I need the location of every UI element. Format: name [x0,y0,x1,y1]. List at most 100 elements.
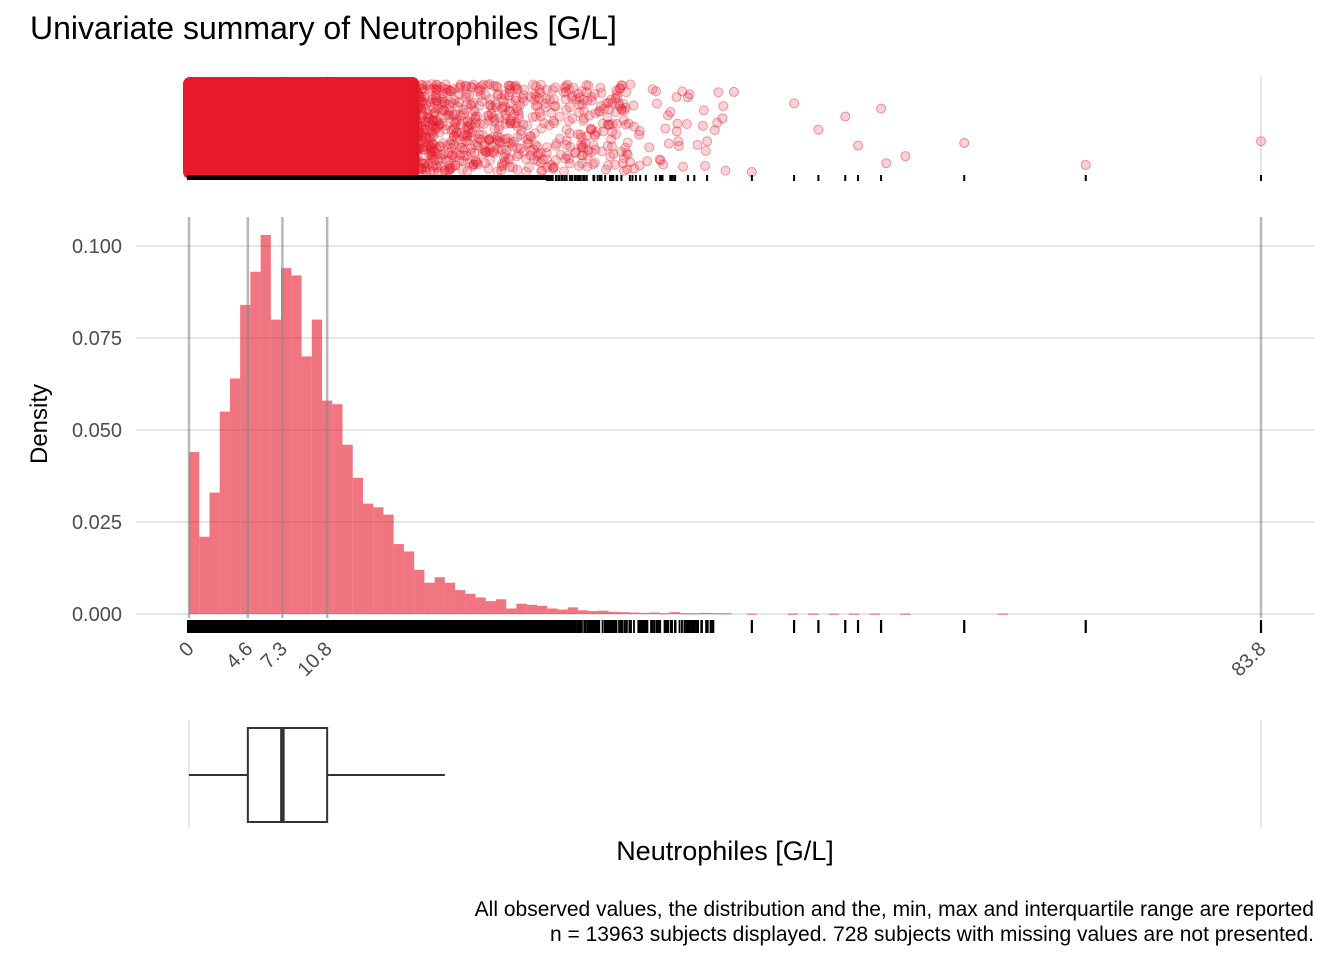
top-scatter-point [549,101,560,112]
top-scatter-point [523,137,534,148]
top-scatter-point [673,140,684,151]
top-scatter-point [410,154,421,165]
top-scatter-point [530,111,541,122]
x-tick-label: 7.3 [257,638,292,673]
top-scatter-point [610,107,621,118]
top-scatter-point [550,101,561,112]
top-scatter-point [607,118,618,129]
top-scatter-point [410,154,421,165]
top-scatter-point [470,157,481,168]
top-scatter-point [442,139,453,150]
top-scatter-point [435,153,446,164]
top-scatter-point [530,101,541,112]
top-scatter-point [634,126,645,137]
histogram-bar [291,275,302,614]
top-scatter-point [529,94,540,105]
top-scatter-point [426,79,437,90]
top-scatter-point [564,158,575,169]
top-scatter-point [561,124,572,135]
top-scatter-point [407,123,418,134]
top-scatter-point [496,161,507,172]
top-scatter-point [456,138,467,149]
top-scatter-point [448,110,459,121]
top-scatter-point [484,134,495,145]
top-scatter-point [486,133,497,144]
top-scatter-point [589,88,600,99]
top-scatter-point [426,147,437,158]
top-scatter-point [487,147,498,158]
top-scatter-point [409,117,420,128]
top-scatter-point [446,150,457,161]
top-scatter-point [407,104,418,115]
top-scatter-point [538,154,549,165]
top-scatter-point [512,164,523,175]
top-scatter-point [494,132,505,143]
top-scatter-point [413,123,424,134]
top-scatter-point [488,80,499,91]
top-scatter-point [571,94,582,105]
top-scatter-point [497,103,508,114]
top-scatter-point [412,136,423,147]
top-scatter-point [432,117,443,128]
top-scatter-point [513,109,524,120]
caption-line-1: All observed values, the distribution an… [474,898,1314,921]
top-scatter-point [421,131,432,142]
top-scatter-point [437,88,448,99]
top-scatter-point [450,160,461,171]
top-scatter-point [446,86,457,97]
top-scatter-point [490,99,501,110]
top-scatter-point [449,151,460,162]
top-scatter-point [698,105,709,116]
top-scatter-point [575,139,586,150]
top-scatter-point [412,87,423,98]
top-scatter-point [427,115,438,126]
top-scatter-point [450,118,461,129]
top-scatter-point [494,138,505,149]
top-scatter-point [441,120,452,131]
top-outlier-point [959,137,970,148]
top-scatter-point [493,124,504,135]
histogram-bar [373,507,384,614]
top-scatter-point [457,131,468,142]
top-scatter-point [427,120,438,131]
top-scatter-point [444,85,455,96]
top-scatter-point [446,125,457,136]
top-scatter-point [550,140,561,151]
histogram-bar [690,613,701,615]
top-scatter-point [426,146,437,157]
top-scatter-point [411,114,422,125]
top-scatter-point [420,158,431,169]
top-scatter-point [677,86,688,97]
top-scatter-point [409,83,420,94]
top-scatter-point [431,90,442,101]
top-scatter-point [500,118,511,129]
top-scatter-point [408,129,419,140]
top-scatter-point [477,149,488,160]
top-scatter-point [424,149,435,160]
histogram-bar [465,593,476,614]
top-scatter-point [411,113,422,124]
top-scatter-point [408,128,419,139]
top-scatter-point [423,132,434,143]
top-scatter-point [407,89,418,100]
top-scatter-point [408,127,419,138]
top-scatter-point [529,128,540,139]
top-scatter-point [460,135,471,146]
top-scatter-point [465,147,476,158]
boxplot-panel [188,720,1262,828]
top-scatter-point [431,115,442,126]
histogram-bar [680,613,691,615]
top-scatter-point [408,135,419,146]
top-scatter-point [544,94,555,105]
top-scatter-point [470,140,481,151]
top-scatter-point [651,98,662,109]
top-scatter-point [584,110,595,121]
top-scatter-point [489,116,500,127]
top-scatter-point [602,141,613,152]
top-scatter-point [586,124,597,135]
top-scatter-point [434,141,445,152]
top-scatter-point [509,81,520,92]
histogram-bar [219,411,230,614]
top-scatter-point [466,131,477,142]
